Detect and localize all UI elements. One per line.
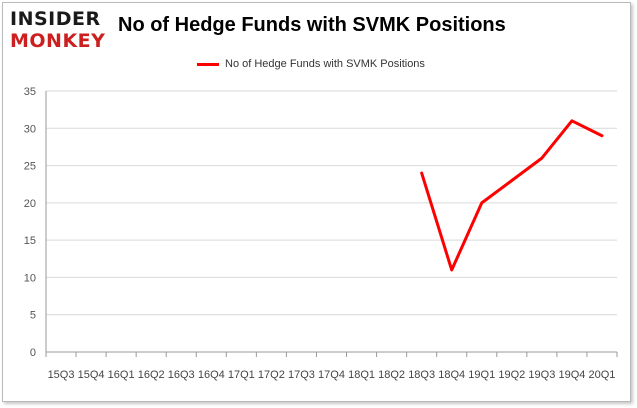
x-tick-label: 19Q2 (498, 369, 525, 381)
x-tick-label: 20Q1 (589, 369, 616, 381)
x-tick-label: 15Q4 (78, 369, 105, 381)
y-tick-label: 10 (24, 272, 36, 284)
y-tick-label: 15 (24, 235, 36, 247)
y-tick-label: 20 (24, 198, 36, 210)
series-line-0 (420, 119, 604, 272)
x-tick-label: 19Q4 (558, 369, 585, 381)
x-tick-label: 18Q1 (348, 369, 375, 381)
x-tick-label: 16Q1 (108, 369, 135, 381)
logo-word-monkey: MONKEY (10, 30, 106, 52)
y-tick-label: 0 (30, 347, 36, 359)
x-tick-label: 17Q3 (288, 369, 315, 381)
legend-swatch (197, 62, 219, 66)
chart-frame (2, 2, 631, 402)
x-tick-label: 17Q4 (318, 369, 345, 381)
logo-word-insider: INSIDER (10, 8, 101, 30)
x-tick-label: 19Q1 (468, 369, 495, 381)
x-tick-label: 16Q4 (198, 369, 225, 381)
chart-title: No of Hedge Funds with SVMK Positions (118, 14, 506, 36)
x-tick-label: 16Q2 (138, 369, 165, 381)
x-tick-label: 19Q3 (528, 369, 555, 381)
x-tick-label: 18Q2 (378, 369, 405, 381)
x-tick-label: 16Q3 (168, 369, 195, 381)
y-tick-label: 30 (24, 123, 36, 135)
y-tick-label: 25 (24, 161, 36, 173)
chart-legend: No of Hedge Funds with SVMK Positions (197, 56, 425, 72)
insider-monkey-logo: INSIDER MONKEY (10, 8, 114, 54)
y-tick-label: 5 (30, 310, 36, 322)
x-tick-label: 17Q1 (228, 369, 255, 381)
legend-label: No of Hedge Funds with SVMK Positions (225, 58, 425, 70)
x-tick-label: 15Q3 (48, 369, 75, 381)
y-tick-label: 35 (24, 86, 36, 98)
x-tick-label: 18Q3 (408, 369, 435, 381)
x-tick-label: 17Q2 (258, 369, 285, 381)
x-tick-label: 18Q4 (438, 369, 465, 381)
